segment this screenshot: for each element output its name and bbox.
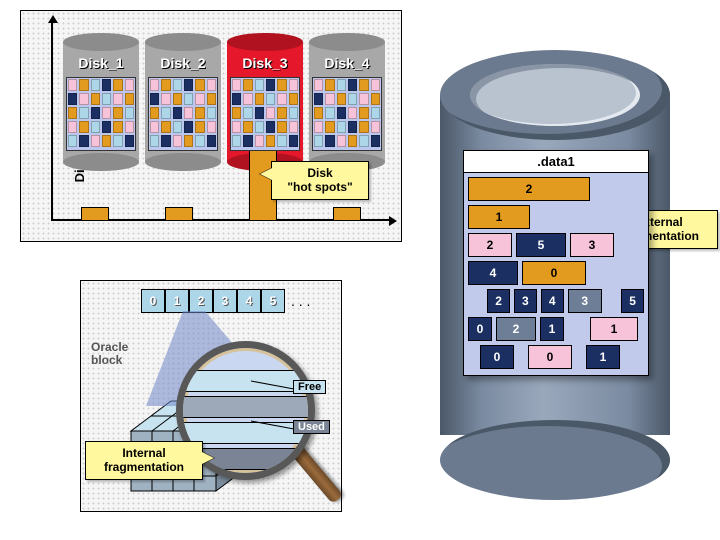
disk-data-window: [230, 77, 300, 151]
extent-block: 2: [468, 177, 590, 201]
index-cell: 1: [165, 289, 189, 313]
extent-block: 0: [528, 345, 572, 369]
index-ellipsis: . . .: [291, 289, 310, 313]
index-cell: 2: [189, 289, 213, 313]
access-bar: [333, 207, 361, 221]
extent-block: 0: [480, 345, 514, 369]
extent-block: 2: [487, 289, 510, 313]
extent-rows: 2125340234350211001: [464, 177, 648, 369]
index-row: 012345 . . .: [141, 289, 310, 313]
extent-row: 2: [464, 177, 648, 201]
disk-data-window: [312, 77, 382, 151]
extent-row: 0211: [464, 317, 648, 341]
internal-frag-callout: Internalfragmentation: [85, 441, 203, 480]
access-bar: [165, 207, 193, 221]
tablespace-title: .data1: [464, 151, 648, 173]
extent-block: 2: [496, 317, 536, 341]
extent-block: 5: [621, 289, 644, 313]
disk-label: Disk_4: [309, 55, 385, 71]
disk-label: Disk_1: [63, 55, 139, 71]
tablespace-panel: .data1 2125340234350211001: [463, 150, 649, 376]
extent-block: 4: [541, 289, 564, 313]
access-bar: [81, 207, 109, 221]
extent-block: 1: [540, 317, 564, 341]
extent-row: 253: [464, 233, 648, 257]
cylinder-bottom: [440, 420, 670, 500]
extent-block: 3: [514, 289, 537, 313]
tablespace-cylinder: .data1 2125340234350211001: [440, 50, 670, 470]
oracle-block-label: Oracleblock: [91, 341, 128, 367]
extent-block: 1: [468, 205, 530, 229]
disk-hotspots-panel: Disk accesses [%] Disk_1 Disk_2 Disk_3 D…: [20, 10, 402, 242]
internal-frag-text: Internalfragmentation: [104, 446, 184, 474]
disk-label: Disk_2: [145, 55, 221, 71]
extent-row: 23435: [464, 289, 648, 313]
disk-label: Disk_3: [227, 55, 303, 71]
extent-block: 3: [568, 289, 602, 313]
used-label: Used: [293, 421, 330, 433]
y-axis: [51, 21, 53, 221]
extent-block: 1: [590, 317, 638, 341]
hotspots-callout: Disk"hot spots": [271, 161, 369, 200]
index-cell: 5: [261, 289, 285, 313]
internal-fragmentation-panel: 012345 . . . Oracleblock Free: [80, 280, 342, 512]
hotspots-callout-text: Disk"hot spots": [287, 166, 352, 194]
extent-block: 5: [516, 233, 566, 257]
extent-row: 001: [464, 345, 648, 369]
extent-row: 1: [464, 205, 648, 229]
free-label: Free: [293, 381, 326, 393]
extent-block: 4: [468, 261, 518, 285]
extent-block: 3: [570, 233, 614, 257]
extent-block: 0: [522, 261, 586, 285]
disk-data-window: [148, 77, 218, 151]
extent-block: 1: [586, 345, 620, 369]
index-cell: 0: [141, 289, 165, 313]
extent-block: 2: [468, 233, 512, 257]
extent-block: 0: [468, 317, 492, 341]
index-cell: 4: [237, 289, 261, 313]
disk-data-window: [66, 77, 136, 151]
index-cell: 3: [213, 289, 237, 313]
extent-row: 40: [464, 261, 648, 285]
cylinder-opening: [470, 64, 640, 126]
